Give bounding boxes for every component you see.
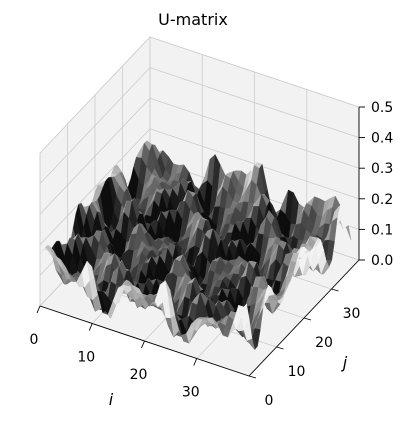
j-tick	[276, 346, 284, 350]
z-tick-label: 0.5	[371, 100, 393, 116]
i-tick	[88, 323, 93, 331]
left-grid-z	[39, 36, 151, 154]
z-tick-label: 0.1	[371, 222, 393, 238]
z-tick-label: 0.2	[371, 192, 393, 208]
back-grid-z	[149, 36, 360, 108]
i-tick-label: 10	[77, 350, 95, 366]
y-axis-label: j	[341, 353, 348, 372]
j-tick-label: 10	[288, 364, 306, 380]
left-grid-z	[39, 97, 151, 215]
i-tick-label: 20	[130, 367, 148, 383]
z-tick-label: 0.4	[371, 131, 393, 147]
i-tick	[36, 305, 41, 314]
z-tick-label: 0.0	[371, 253, 393, 269]
tick-labels: 0 10 20 30 0 10 20 30 0.0 0.1 0.2 0.3 0.4 0.5	[30, 100, 394, 409]
j-tick-label: 20	[315, 335, 333, 351]
j-tick	[303, 317, 312, 321]
x-axis-label: i	[109, 390, 114, 409]
left-grid-z	[39, 67, 151, 184]
j-tick	[331, 288, 339, 292]
surface-patch	[238, 303, 247, 318]
i-tick-label: 30	[182, 385, 200, 401]
back-grid-z	[149, 67, 360, 138]
i-tick-label: 0	[30, 332, 39, 348]
z-tick-label: 0.3	[371, 161, 393, 177]
back-grid-z	[149, 97, 360, 169]
chart-title: U-matrix	[158, 10, 228, 29]
i-tick	[141, 340, 145, 349]
surface-mesh	[39, 140, 352, 350]
back-grid-z	[149, 128, 360, 200]
i-tick	[193, 358, 198, 366]
j-tick	[248, 375, 257, 379]
left-grid-z	[39, 128, 151, 246]
j-tick-label: 30	[343, 306, 361, 322]
j-tick-label: 0	[265, 393, 274, 409]
axis-lines	[36, 106, 365, 379]
